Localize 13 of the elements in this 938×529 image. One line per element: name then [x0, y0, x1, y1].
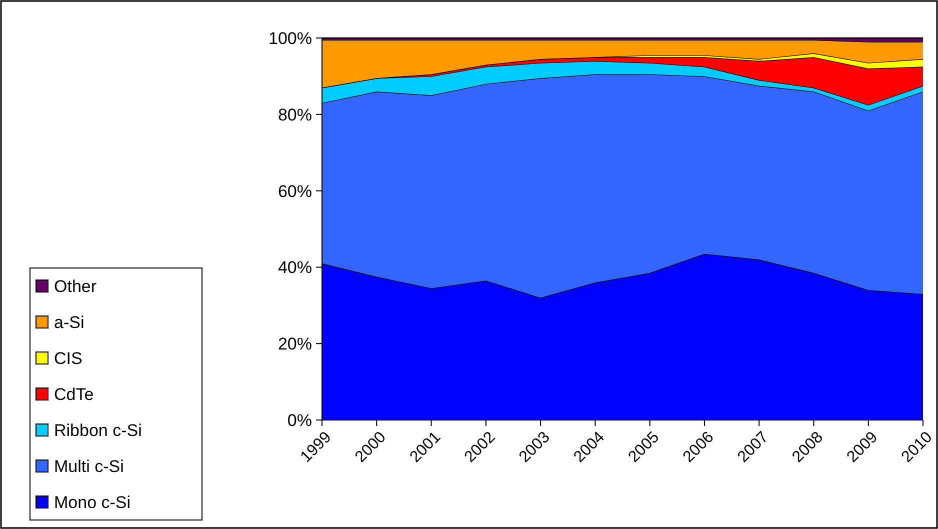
y-tick-label: 20% [278, 334, 312, 354]
legend-label: Multi c-Si [54, 456, 124, 476]
y-tick-label: 80% [278, 105, 312, 124]
legend-label: CdTe [54, 384, 94, 404]
y-tick-label: 100% [268, 28, 312, 48]
y-tick-label: 40% [278, 258, 312, 278]
legend-label: a-Si [54, 312, 84, 332]
legend-label: Mono c-Si [54, 492, 131, 512]
legend-label: Other [54, 276, 97, 296]
legend-label: CIS [54, 348, 82, 368]
legend-label: Ribbon c-Si [54, 420, 142, 440]
y-tick-label: 0% [287, 410, 312, 430]
y-tick-label: 60% [278, 182, 312, 201]
